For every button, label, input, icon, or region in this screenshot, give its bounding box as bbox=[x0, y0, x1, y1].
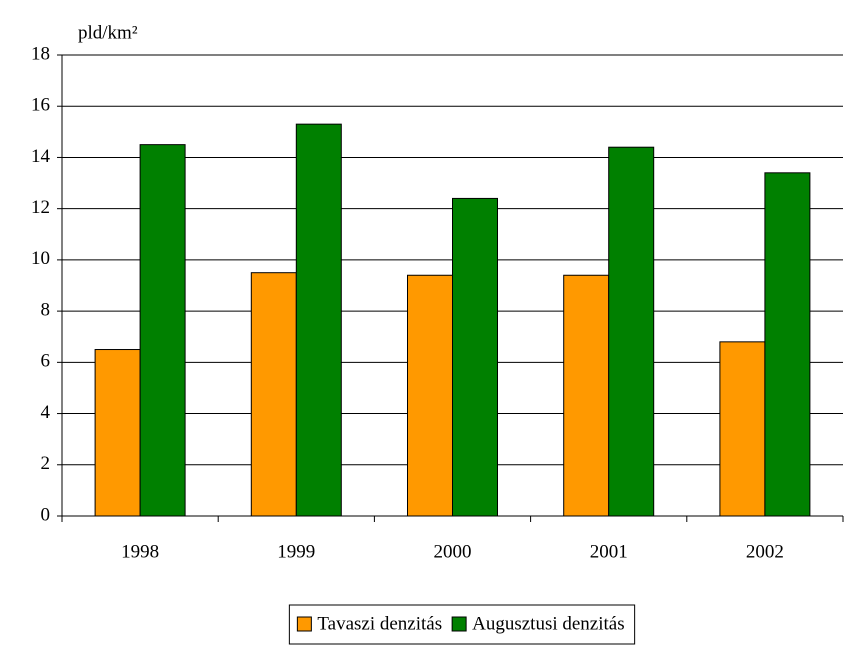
y-tick-label: 12 bbox=[31, 197, 50, 218]
y-tick-label: 18 bbox=[31, 43, 50, 64]
bar bbox=[94, 349, 141, 517]
y-axis-label: pld/km² bbox=[78, 22, 138, 43]
x-tick-label: 2002 bbox=[746, 541, 784, 562]
x-tick-label: 1998 bbox=[121, 541, 159, 562]
bar bbox=[452, 197, 498, 517]
y-tick-label: 10 bbox=[31, 248, 50, 269]
y-tick-label: 16 bbox=[31, 95, 50, 116]
y-tick-label: 2 bbox=[41, 453, 51, 474]
legend-label: Tavaszi denzitás bbox=[317, 613, 442, 634]
bar bbox=[250, 272, 297, 517]
x-tick-label: 2000 bbox=[434, 541, 472, 562]
x-tick-label: 1999 bbox=[277, 541, 315, 562]
bar bbox=[407, 274, 453, 517]
legend-swatch bbox=[296, 616, 312, 632]
y-tick-label: 0 bbox=[41, 504, 51, 525]
bar bbox=[295, 123, 342, 517]
y-tick-label: 6 bbox=[41, 351, 51, 372]
legend-label: Augusztusi denzitás bbox=[472, 613, 625, 634]
y-tick-label: 14 bbox=[31, 146, 51, 167]
bar bbox=[139, 144, 186, 517]
bar bbox=[608, 146, 655, 517]
bar bbox=[764, 172, 811, 517]
legend-swatch bbox=[451, 616, 467, 632]
bar bbox=[719, 341, 766, 517]
y-tick-label: 4 bbox=[41, 402, 51, 423]
bar bbox=[563, 274, 610, 517]
x-tick-label: 2001 bbox=[590, 541, 628, 562]
y-tick-label: 8 bbox=[41, 299, 51, 320]
